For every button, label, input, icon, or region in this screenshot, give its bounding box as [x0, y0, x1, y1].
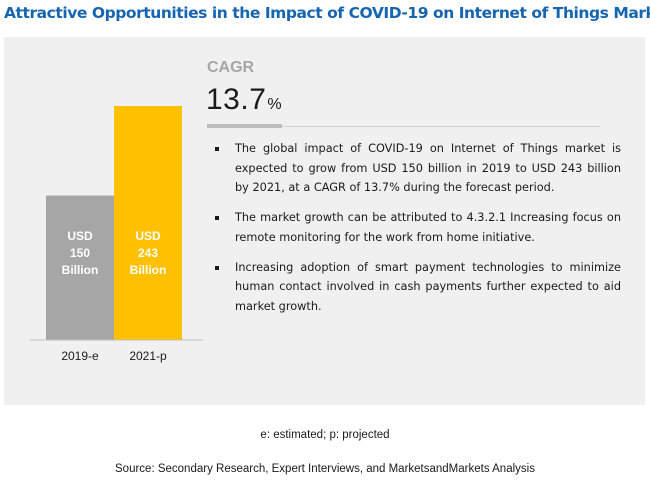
- key-point-text: The market growth can be attributed to 4…: [235, 211, 621, 244]
- cagr-label: CAGR: [207, 59, 255, 76]
- cagr-underline: [207, 126, 600, 127]
- bullet-icon: [215, 147, 219, 151]
- bar-data-label: Billion: [62, 263, 99, 277]
- key-point-text: The global impact of COVID-19 on Interne…: [235, 142, 621, 195]
- bullet-icon: [215, 216, 219, 221]
- cagr-number: 13.7: [206, 83, 267, 116]
- source-note: Source: Secondary Research, Expert Inter…: [115, 463, 535, 475]
- bar-data-label: USD: [135, 229, 161, 243]
- key-point: The global impact of COVID-19 on Interne…: [215, 139, 621, 198]
- key-points-list: The global impact of COVID-19 on Interne…: [215, 139, 621, 327]
- bar-data-label: 243: [138, 246, 158, 260]
- bar-2021-p: [114, 106, 182, 340]
- bar-data-label: Billion: [130, 263, 167, 277]
- footnote: e: estimated; p: projected: [260, 429, 390, 441]
- cagr-underline-accent: [207, 124, 282, 128]
- cagr-value: 13.7%: [206, 83, 282, 117]
- key-point: Increasing adoption of smart payment tec…: [215, 258, 621, 317]
- key-point-text: Increasing adoption of smart payment tec…: [235, 260, 621, 313]
- key-point: The market growth can be attributed to 4…: [215, 208, 621, 247]
- cagr-unit: %: [267, 96, 283, 113]
- bar-2019-e: [46, 195, 114, 340]
- page-title: Attractive Opportunities in the Impact o…: [4, 4, 650, 22]
- x-tick-label: 2019-e: [61, 349, 99, 363]
- bullet-icon: [215, 265, 219, 270]
- bar-data-label: 150: [70, 246, 90, 260]
- bar-data-label: USD: [67, 229, 93, 243]
- x-tick-label: 2021-p: [129, 349, 167, 363]
